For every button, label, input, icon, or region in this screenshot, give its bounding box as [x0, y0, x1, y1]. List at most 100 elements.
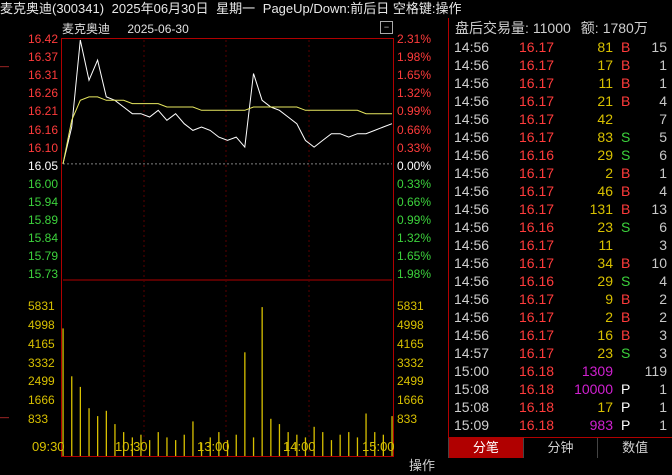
trade-volume: 29: [597, 273, 613, 289]
volume-bar: [131, 437, 133, 456]
minus-box-icon[interactable]: −: [380, 21, 393, 34]
volume-bar: [175, 440, 177, 456]
price-tick-label: 15.94: [28, 194, 59, 209]
volume-bar: [123, 432, 125, 456]
trade-volume: 11: [598, 237, 613, 253]
trade-volume: 131: [589, 201, 613, 217]
trade-volume: 1309: [581, 363, 613, 379]
volume-bar: [322, 432, 324, 456]
volume-bar: [218, 432, 220, 456]
trade-time: 15:08: [454, 399, 490, 415]
trade-volume: 46: [597, 183, 613, 199]
volume-tick-label-right: 2499: [397, 374, 424, 389]
average-price-line: [62, 96, 392, 164]
price-tick-label: 16.31: [28, 68, 59, 83]
price-tick-label: 16.05: [28, 158, 59, 173]
trade-count: 2: [659, 309, 667, 325]
price-tick-label: 15.73: [28, 267, 59, 282]
time-tick-label: 14:00: [283, 439, 316, 454]
trade-price: 16.16: [519, 147, 555, 163]
price-tick-label: 15.89: [28, 213, 59, 227]
trade-side: S: [621, 345, 631, 361]
trade-side: B: [621, 39, 631, 55]
price-tick-label: 15.79: [28, 249, 59, 264]
volume-tick-label-left: 4998: [28, 317, 55, 332]
trade-side: S: [621, 147, 631, 163]
trade-row: 15:08 16.18 17 P 1: [449, 398, 672, 416]
trade-count: 1: [659, 381, 667, 397]
trade-volume: 34: [597, 255, 613, 271]
trade-row: 14:56 16.17 11 B 1: [449, 74, 672, 92]
time-tick-label: 15:00: [362, 439, 395, 454]
trade-volume: 2: [605, 165, 613, 181]
tab-trades[interactable]: 分笔: [448, 438, 523, 458]
after-hours-volume-label: 盘后交易量:: [455, 20, 529, 36]
after-hours-volume: 11000: [532, 20, 571, 36]
trade-row: 15:09 16.18 983 P 1: [449, 416, 672, 434]
volume-bar: [244, 352, 246, 456]
volume-tick-label-right: 3332: [397, 355, 424, 370]
percent-tick-label: 0.99%: [397, 213, 432, 227]
trade-time: 14:56: [454, 255, 490, 271]
keyboard-hint: PageUp/Down:前后日 空格键:操作: [262, 1, 462, 16]
volume-bar: [71, 376, 73, 456]
trade-count: 5: [659, 129, 667, 145]
volume-bar: [88, 408, 90, 456]
tab-minutes[interactable]: 分钟: [522, 438, 598, 458]
volume-tick-label-right: 833: [397, 412, 418, 427]
tick-list[interactable]: 14:56 16.17 81 B 15 14:56 16.17 17 B 1 14:56 16.17 1…: [449, 38, 672, 434]
trade-price: 16.17: [519, 237, 555, 253]
chart-date: 2025-06-30: [127, 22, 189, 36]
volume-bar: [105, 410, 107, 456]
trade-volume: 21: [597, 93, 613, 109]
volume-tick-label-right: 1666: [397, 393, 424, 408]
volume-bar: [62, 328, 64, 456]
trade-count: 2: [659, 291, 667, 307]
volume-tick-label-left: 833: [28, 412, 49, 427]
chart-header: 麦克奥迪 2025-06-30: [62, 20, 189, 37]
trade-time: 14:56: [454, 129, 490, 145]
volume-bar: [287, 432, 289, 456]
time-tick-label: 09:30: [32, 439, 65, 454]
trade-row: 14:57 16.17 23 S 3: [449, 344, 672, 362]
trade-row: 14:56 16.17 42 7: [449, 110, 672, 128]
volume-bar: [252, 437, 255, 456]
trade-side: P: [621, 399, 631, 415]
volume-tick-label-left: 3332: [28, 355, 55, 370]
trade-count: 1: [659, 75, 667, 91]
price-tick-label: 16.21: [28, 104, 59, 119]
trade-side: B: [621, 327, 631, 343]
trade-price: 16.17: [519, 309, 555, 325]
trade-volume: 10000: [574, 381, 613, 397]
trade-count: 3: [659, 345, 667, 361]
trade-row: 14:56 16.16 23 S 6: [449, 218, 672, 236]
trade-price: 16.18: [519, 417, 555, 433]
trade-time: 14:56: [454, 219, 490, 235]
percent-tick-label: 0.66%: [397, 122, 432, 137]
time-tick-label: 13:00: [197, 439, 230, 454]
chart-svg: [62, 39, 393, 456]
tab-values[interactable]: 数值: [597, 438, 672, 458]
trade-side: S: [621, 219, 631, 235]
volume-bar: [374, 432, 376, 456]
volume-bar: [166, 437, 168, 456]
trade-row: 14:56 16.17 34 B 10: [449, 254, 672, 272]
trade-volume: 16: [597, 327, 613, 343]
trade-time: 14:57: [454, 345, 490, 361]
trade-volume: 23: [597, 345, 613, 361]
trade-volume: 17: [597, 57, 613, 73]
intraday-chart[interactable]: 麦克奥迪 2025-06-30 − 16.42 2.31% 16.37 1.98% 16…: [0, 18, 448, 473]
volume-tick-label-right: 4165: [397, 336, 424, 351]
trade-side: B: [621, 201, 631, 217]
trade-count: 4: [659, 93, 667, 109]
volume-bar: [365, 413, 367, 456]
price-tick-label: 16.10: [28, 140, 59, 155]
time-tick-label: 10:30: [115, 439, 148, 454]
trade-price: 16.17: [519, 111, 555, 127]
operate-button[interactable]: 操作: [408, 458, 435, 473]
trade-time: 14:56: [454, 57, 490, 73]
trade-count: 15: [651, 39, 667, 55]
percent-tick-label: 0.33%: [397, 140, 432, 155]
percent-tick-label: 1.98%: [397, 267, 432, 282]
volume-bar: [313, 426, 315, 456]
